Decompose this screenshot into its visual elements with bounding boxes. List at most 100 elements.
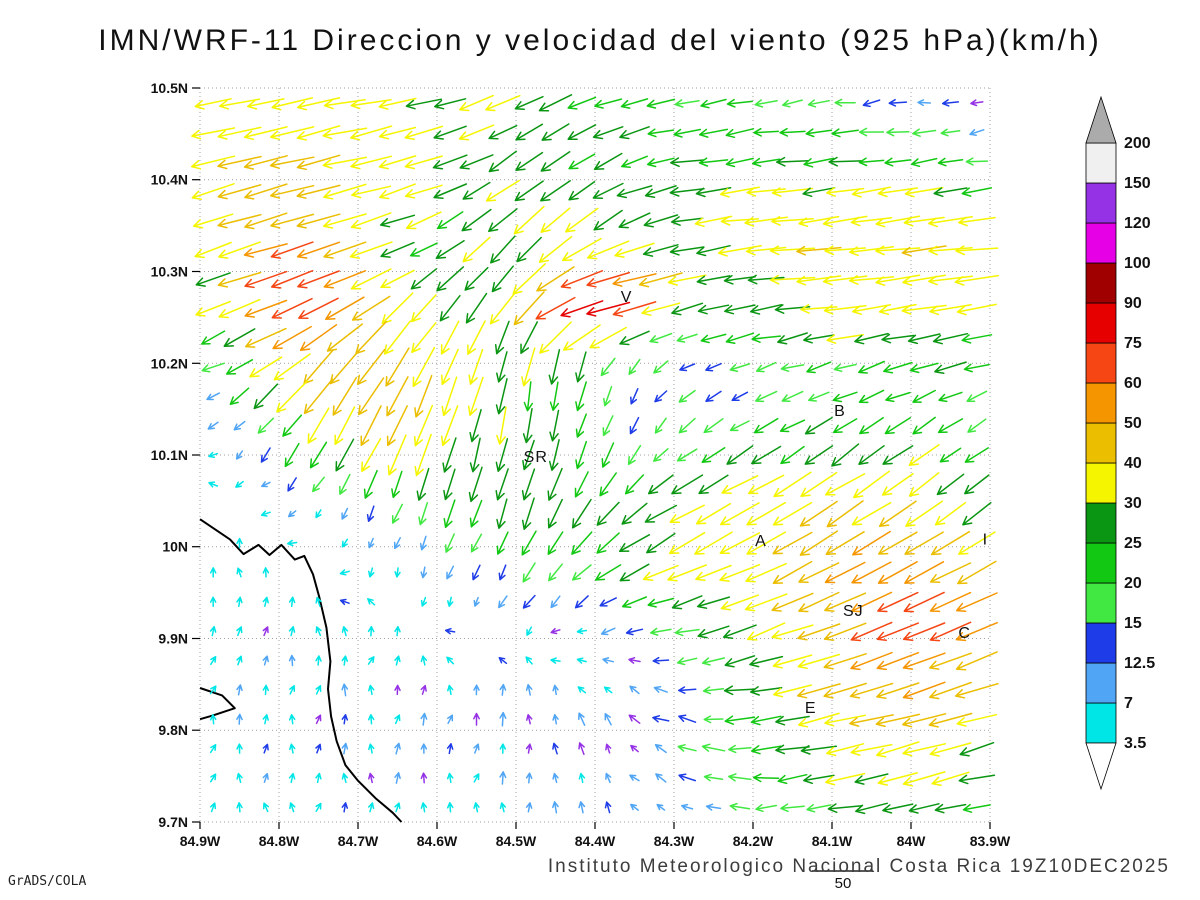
- wind-arrow: [433, 183, 468, 200]
- wind-arrow: [358, 377, 385, 416]
- colorbar-label: 90: [1124, 295, 1142, 312]
- wind-arrow: [725, 332, 755, 345]
- x-tick-label: 84.5W: [496, 833, 537, 849]
- wind-arrow: [696, 244, 731, 257]
- wind-arrow: [414, 374, 433, 418]
- wind-arrow: [447, 596, 454, 607]
- wind-arrow: [929, 562, 972, 583]
- wind-arrow: [674, 627, 700, 637]
- wind-arrow: [315, 626, 322, 637]
- wind-arrow: [826, 187, 865, 197]
- wind-arrow: [642, 564, 679, 581]
- wind-arrow: [612, 273, 657, 287]
- wind-arrow: [858, 127, 885, 137]
- wind-arrow: [596, 532, 620, 554]
- wind-arrow: [540, 180, 571, 202]
- wind-arrow: [525, 802, 533, 813]
- wind-arrow: [434, 98, 467, 110]
- wind-arrow: [929, 742, 972, 757]
- wind-arrow: [236, 655, 243, 666]
- wind-arrow: [192, 213, 234, 229]
- wind-arrow: [412, 346, 436, 387]
- wind-arrow: [567, 124, 597, 140]
- wind-arrow: [828, 156, 862, 167]
- wind-arrow: [878, 500, 917, 527]
- wind-arrow: [642, 244, 679, 257]
- y-tick-label: 9.7N: [158, 814, 188, 830]
- wind-arrow: [368, 537, 375, 549]
- wind-arrow: [589, 326, 627, 349]
- wind-arrow: [496, 531, 509, 555]
- wind-arrow: [726, 445, 754, 465]
- wind-arrow: [955, 592, 998, 612]
- wind-arrow: [217, 213, 262, 229]
- wind-arrow: [954, 274, 1000, 286]
- wind-arrow: [368, 743, 375, 754]
- colorbar-label: 7: [1124, 695, 1133, 712]
- wind-arrow: [315, 772, 322, 784]
- wind-arrow: [243, 155, 288, 170]
- wind-arrow: [541, 123, 570, 141]
- wind-arrow: [957, 216, 996, 227]
- wind-arrow: [547, 467, 563, 501]
- wind-arrow: [244, 212, 288, 230]
- wind-arrow: [593, 209, 623, 231]
- wind-arrow: [747, 274, 785, 285]
- colorbar-box: [1085, 702, 1117, 744]
- wind-arrow: [653, 360, 669, 374]
- colorbar-label: 12.5: [1124, 655, 1155, 672]
- wind-arrow: [724, 715, 756, 725]
- wind-arrow: [209, 596, 217, 608]
- wind-arrow: [467, 376, 484, 416]
- wind-arrow: [420, 772, 428, 784]
- axis-labels-layer: 84.9W 84.8W 84.7W 84.6W 84.5W 84.4W 84.3W 84.2W…: [151, 80, 1011, 849]
- wind-arrow: [335, 438, 355, 472]
- colorbar-label: 30: [1124, 495, 1142, 512]
- wind-arrow: [578, 772, 586, 784]
- wind-arrow: [547, 531, 564, 555]
- wind-arrow: [780, 445, 805, 465]
- wind-arrow: [724, 304, 756, 315]
- wind-arrow: [702, 686, 725, 695]
- wind-arrow: [646, 532, 676, 554]
- wind-arrow: [729, 802, 751, 811]
- wind-arrow: [405, 211, 442, 230]
- wind-arrow: [937, 157, 964, 167]
- wind-arrow: [725, 128, 755, 139]
- wind-arrow: [552, 772, 559, 784]
- wind-arrow: [270, 126, 315, 141]
- wind-arrow: [323, 241, 367, 259]
- wind-arrow: [208, 481, 219, 488]
- wind-arrow: [605, 772, 612, 784]
- colorbar-box: [1085, 502, 1117, 544]
- wind-arrow: [822, 215, 868, 228]
- wind-arrow: [782, 99, 803, 108]
- wind-arrow: [309, 441, 328, 469]
- wind-arrow: [288, 626, 296, 637]
- wind-arrow: [262, 626, 269, 637]
- wind-arrow: [488, 208, 518, 233]
- wind-arrow: [932, 332, 969, 345]
- wind-arrow: [380, 269, 415, 289]
- wind-arrow: [269, 156, 315, 169]
- wind-arrow: [670, 216, 704, 226]
- wind-arrow: [800, 745, 838, 755]
- wind-arrow: [488, 150, 517, 173]
- wind-arrow: [494, 320, 510, 355]
- wind-arrow: [341, 742, 349, 755]
- wind-arrow: [888, 98, 908, 107]
- wind-arrow: [498, 656, 508, 665]
- wind-arrow: [287, 510, 297, 518]
- wind-arrow: [496, 406, 507, 445]
- wind-arrow: [587, 240, 630, 260]
- city-label: V: [621, 289, 633, 306]
- wind-arrow: [851, 501, 892, 526]
- wind-arrow: [753, 417, 779, 434]
- wind-arrow: [703, 418, 724, 434]
- wind-arrow: [644, 185, 677, 198]
- wind-arrow: [386, 376, 409, 417]
- wind-arrow: [261, 481, 271, 488]
- wind-arrow: [749, 655, 784, 668]
- city-label: E: [805, 700, 817, 717]
- wind-arrow: [394, 684, 401, 696]
